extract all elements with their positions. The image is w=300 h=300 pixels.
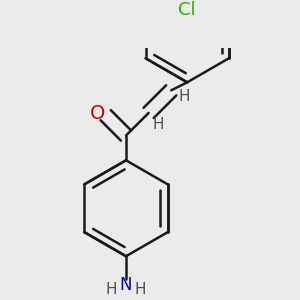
Text: H: H bbox=[106, 282, 117, 297]
Text: N: N bbox=[120, 276, 132, 294]
Text: H: H bbox=[152, 117, 164, 132]
Text: O: O bbox=[90, 104, 105, 123]
Text: Cl: Cl bbox=[178, 2, 195, 20]
Text: H: H bbox=[178, 89, 190, 104]
Text: H: H bbox=[135, 282, 146, 297]
